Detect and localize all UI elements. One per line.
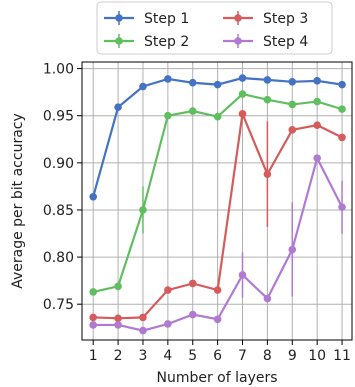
x-tick-label: 2 [114, 348, 123, 364]
x-tick-label: 6 [213, 348, 222, 364]
data-point [188, 107, 197, 115]
data-point [313, 97, 321, 106]
legend-swatch-marker [115, 37, 123, 45]
data-point [313, 121, 321, 129]
data-point [188, 279, 197, 288]
data-point [313, 154, 321, 162]
data-point [263, 76, 272, 84]
data-point [188, 78, 197, 87]
data-point [164, 286, 172, 294]
legend-item: Step 1 [104, 11, 189, 27]
data-point [338, 133, 346, 142]
legend: Step 1 Step 2 Step 3 Step 4 [96, 1, 333, 55]
data-point [139, 313, 147, 322]
data-point [238, 90, 247, 98]
x-axis-label: Number of layers [156, 370, 277, 386]
data-point [238, 110, 247, 118]
data-point [288, 77, 297, 86]
data-point [89, 313, 97, 322]
legend-item: Step 3 [223, 11, 308, 27]
data-point [114, 282, 122, 291]
data-point [213, 112, 222, 121]
legend-item: Step 2 [104, 34, 189, 50]
data-point [288, 245, 297, 254]
y-tick-label: 0.90 [43, 156, 74, 172]
data-point [213, 80, 222, 89]
data-point [313, 77, 321, 85]
x-axis-ticks: 1 2 3 4 5 6 7 8 9 10 11 [89, 340, 351, 364]
x-tick-label: 4 [163, 348, 172, 364]
x-tick-label: 8 [263, 348, 272, 364]
legend-label: Step 1 [144, 11, 189, 27]
legend-label: Step 3 [263, 11, 308, 27]
series-1 [89, 74, 346, 201]
plot-frame [81, 61, 353, 341]
data-point [139, 82, 147, 91]
x-tick-label: 7 [238, 348, 247, 364]
x-tick-label: 3 [139, 348, 148, 364]
y-tick-label: 0.80 [43, 250, 74, 266]
legend-item: Step 4 [223, 34, 308, 50]
legend-label: Step 2 [144, 34, 189, 50]
series-3 [89, 109, 346, 323]
data-point [139, 326, 147, 335]
x-tick-label: 1 [89, 348, 98, 364]
legend-box [96, 1, 333, 55]
legend-swatch-marker [234, 14, 242, 22]
data-point [263, 95, 272, 104]
x-tick-label: 5 [188, 348, 197, 364]
y-tick-label: 0.85 [43, 203, 74, 219]
y-tick-label: 0.95 [43, 109, 74, 125]
data-point [338, 105, 346, 113]
data-point [164, 75, 172, 83]
data-point [89, 321, 97, 329]
data-point [263, 294, 272, 303]
series-layer [89, 74, 346, 335]
y-tick-label: 0.75 [43, 297, 74, 313]
data-point [114, 103, 122, 112]
x-tick-label: 10 [308, 348, 326, 364]
data-point [288, 100, 297, 109]
data-point [89, 288, 97, 296]
data-point [164, 111, 172, 120]
data-point [213, 286, 222, 294]
y-tick-label: 1.00 [43, 62, 74, 78]
data-point [114, 314, 122, 323]
data-point [188, 310, 197, 319]
x-tick-label: 9 [288, 348, 297, 364]
y-axis-ticks: 0.75 0.80 0.85 0.90 0.95 1.00 [43, 62, 82, 313]
x-tick-label: 11 [333, 348, 351, 364]
data-point [238, 74, 247, 82]
legend-swatch-marker [234, 37, 242, 45]
data-point [288, 126, 297, 134]
data-point [238, 271, 247, 279]
legend-label: Step 4 [263, 34, 308, 50]
series-2 [89, 90, 346, 296]
data-point [164, 320, 172, 328]
series-4 [89, 154, 346, 335]
data-point [213, 315, 222, 324]
data-point [263, 170, 272, 178]
data-point [338, 80, 346, 89]
legend-swatch-marker [115, 14, 123, 22]
data-point [139, 206, 147, 214]
data-point [338, 203, 346, 211]
y-axis-label: Average per bit accuracy [10, 113, 26, 289]
data-point [114, 321, 122, 329]
data-point [89, 192, 97, 201]
